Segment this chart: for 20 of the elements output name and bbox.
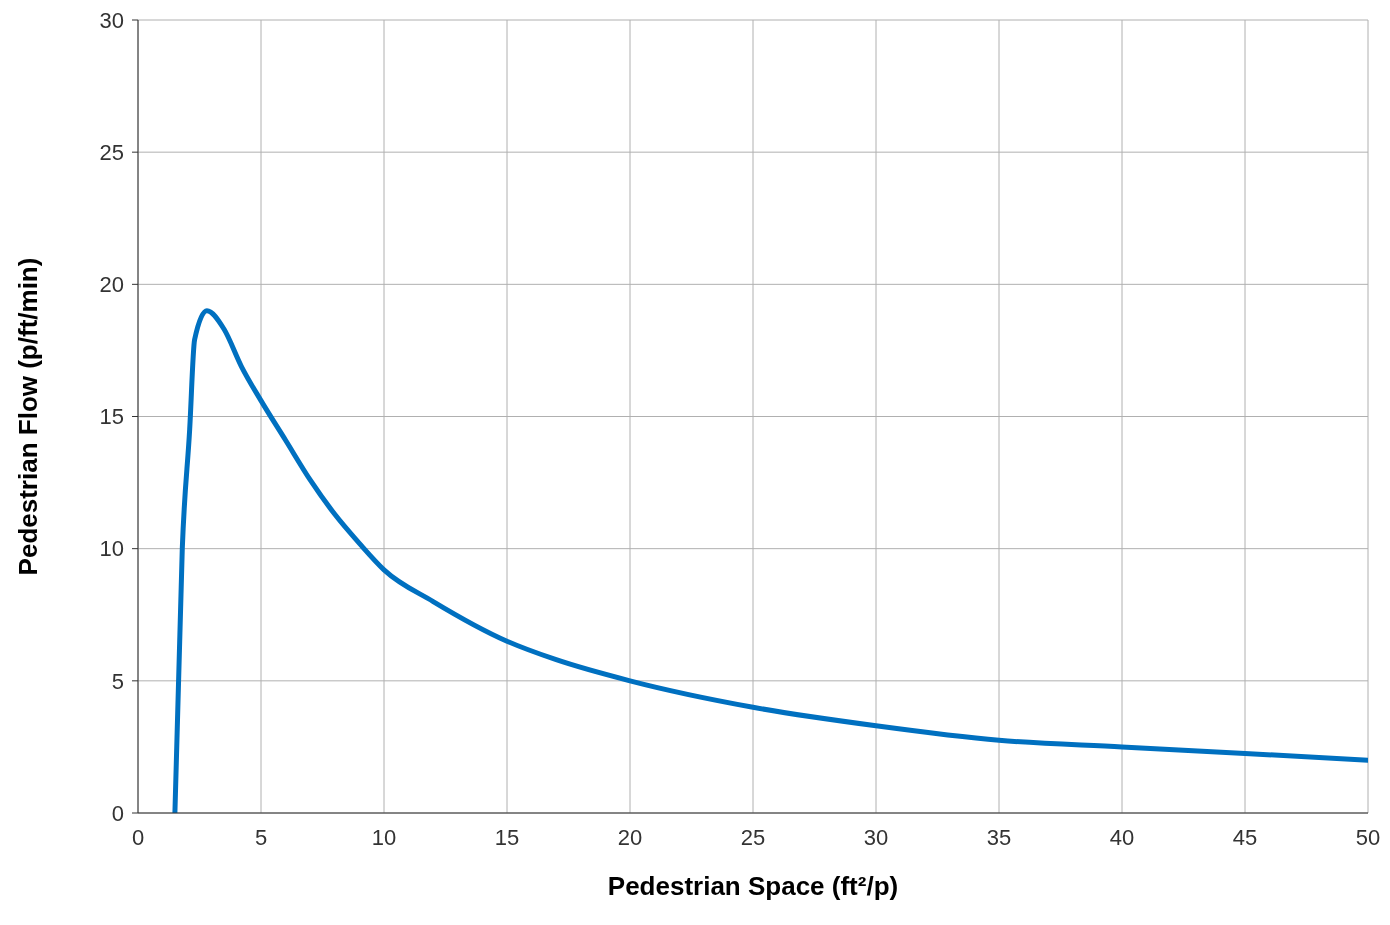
- x-axis-title: Pedestrian Space (ft²/p): [607, 871, 899, 901]
- x-tick-label: 30: [863, 824, 889, 850]
- y-tick-label: 10: [99, 536, 124, 562]
- x-tick-label: 5: [254, 824, 268, 850]
- x-tick-label: 35: [986, 824, 1012, 850]
- x-tick-label: 10: [371, 824, 397, 850]
- y-tick-label: 30: [99, 7, 124, 33]
- x-tick-label: 50: [1355, 824, 1381, 850]
- y-tick-label: 15: [99, 404, 124, 430]
- x-tick-label: 15: [494, 824, 520, 850]
- y-axis-title: Pedestrian Flow (p/ft/min): [13, 257, 44, 576]
- x-tick-label: 0: [131, 824, 145, 850]
- x-tick-label: 40: [1109, 824, 1135, 850]
- y-tick-label: 25: [99, 139, 124, 165]
- y-tick-label: 5: [111, 668, 124, 694]
- x-tick-label: 45: [1232, 824, 1258, 850]
- x-tick-label: 20: [617, 824, 643, 850]
- y-tick-label: 0: [111, 800, 124, 826]
- y-tick-label: 20: [99, 272, 124, 298]
- x-tick-label: 25: [740, 824, 766, 850]
